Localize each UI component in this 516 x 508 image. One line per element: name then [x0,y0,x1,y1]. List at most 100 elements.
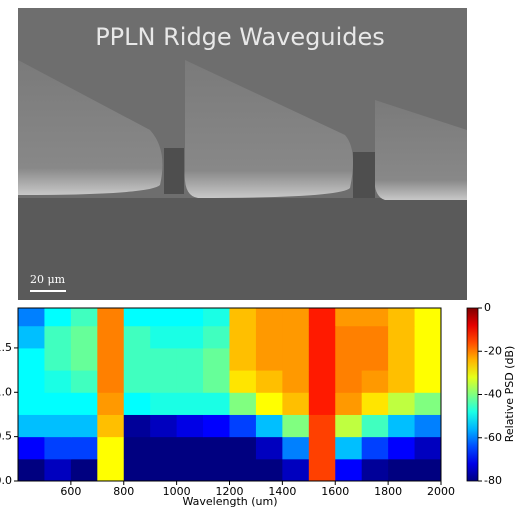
heat-cell [282,308,310,327]
heat-cell [361,308,389,327]
waveguide [164,148,184,194]
heat-cell [44,325,72,349]
heat-cell [229,370,257,393]
heat-cell [229,347,257,371]
heat-cell [308,392,336,415]
heat-cell [44,347,72,371]
sem-image: PPLN Ridge Waveguides 20 μm [18,8,467,300]
heat-cell [335,414,363,438]
x-tick-label: 800 [113,485,134,498]
y-tick-label: 0.5 [0,430,12,443]
heat-cell [255,325,283,349]
heat-cell [282,414,310,438]
colorbar-tick-label: -60 [484,431,502,444]
heat-cell [361,392,389,415]
heat-cell [361,325,389,349]
heat-cell [361,458,389,481]
heat-cell [388,308,416,327]
heat-cell [150,414,178,438]
heat-cell [123,458,151,481]
heat-cell [97,414,125,438]
heat-cell [229,308,257,327]
y-tick-label: 1.5 [0,341,12,354]
heat-cell [70,414,98,438]
heat-cell [414,347,441,371]
heat-cell [150,308,178,327]
x-tick-label: 1200 [216,485,244,498]
heat-cell [388,436,416,460]
heat-cell [70,436,98,460]
colorbar-tick-label: -80 [484,474,502,487]
y-tick-label: 0.0 [0,474,12,487]
heat-cell [361,347,389,371]
x-tick-label: 600 [60,485,81,498]
colorbar-tick-label: -20 [484,344,502,357]
heat-cell [229,436,257,460]
heat-cell [308,414,336,438]
heat-cell [308,325,336,349]
heat-cell [70,308,98,327]
heat-cell [308,370,336,393]
ridge [18,60,163,195]
heat-cell [282,347,310,371]
heat-cell [70,325,98,349]
heat-cell [123,414,151,438]
heat-cell [203,414,230,438]
heat-cell [70,458,98,481]
heat-cell [150,392,178,415]
heat-cell [414,436,441,460]
ridge [184,60,354,198]
x-tick-label: 1800 [374,485,402,498]
heat-cell [203,347,230,371]
heat-cell [282,392,310,415]
heat-cell [308,347,336,371]
heat-cell [176,308,204,327]
heat-cell [203,436,230,460]
heat-cell [18,347,45,371]
heat-cell [123,325,151,349]
heat-cell [176,458,204,481]
heat-cell [414,458,441,481]
heat-cell [176,370,204,393]
heat-cell [335,308,363,327]
heat-cell [414,414,441,438]
heat-cell [176,436,204,460]
heat-cell [335,370,363,393]
heat-cell [18,325,45,349]
heat-cell [335,458,363,481]
heat-cell [97,370,125,393]
heat-cell [361,436,389,460]
heat-cell [18,370,45,393]
heat-cell [255,370,283,393]
heat-cell [388,458,416,481]
heat-cell [97,436,125,460]
x-tick-label: 1000 [163,485,191,498]
colorbar-label: Relative PSD (dB) [503,346,516,443]
heat-cell [335,436,363,460]
heat-cell [282,436,310,460]
heat-cell [229,392,257,415]
heat-cell [255,458,283,481]
heat-cell [388,347,416,371]
heat-cell [255,392,283,415]
colorbar [466,307,479,482]
heat-cell [150,325,178,349]
heat-cell [361,370,389,393]
heat-cell [176,392,204,415]
heat-cell [308,458,336,481]
heat-cell [70,392,98,415]
heat-cell [414,308,441,327]
heat-cell [255,414,283,438]
heat-cell [44,436,72,460]
heat-cell [203,370,230,393]
heat-cell [176,347,204,371]
x-tick-label: 1400 [268,485,296,498]
heat-cell [308,436,336,460]
heat-cell [282,370,310,393]
heat-cell [335,347,363,371]
heat-cell [18,436,45,460]
heatmap [18,308,441,481]
heat-cell [414,370,441,393]
heat-cell [97,308,125,327]
